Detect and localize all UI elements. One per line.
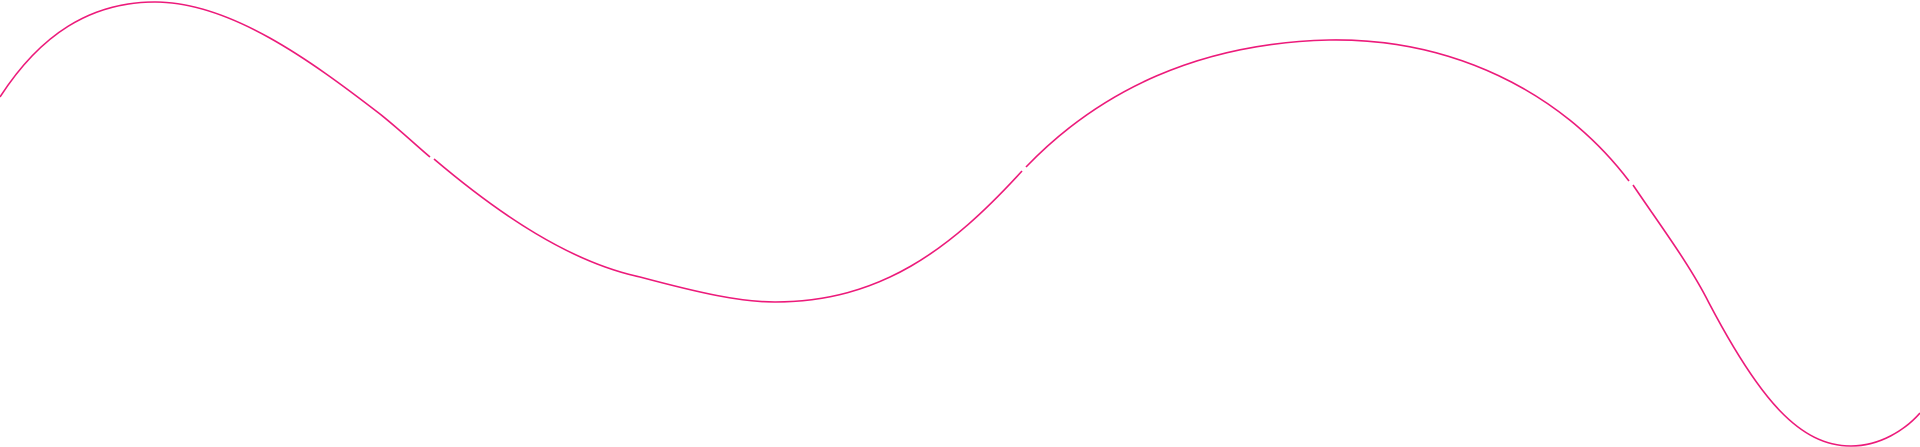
wave-segment-4 (1632, 184, 1920, 447)
wave-segment-2 (433, 158, 1023, 303)
wave-segment-1 (0, 1, 431, 158)
wave-segment-3 (1025, 39, 1630, 182)
